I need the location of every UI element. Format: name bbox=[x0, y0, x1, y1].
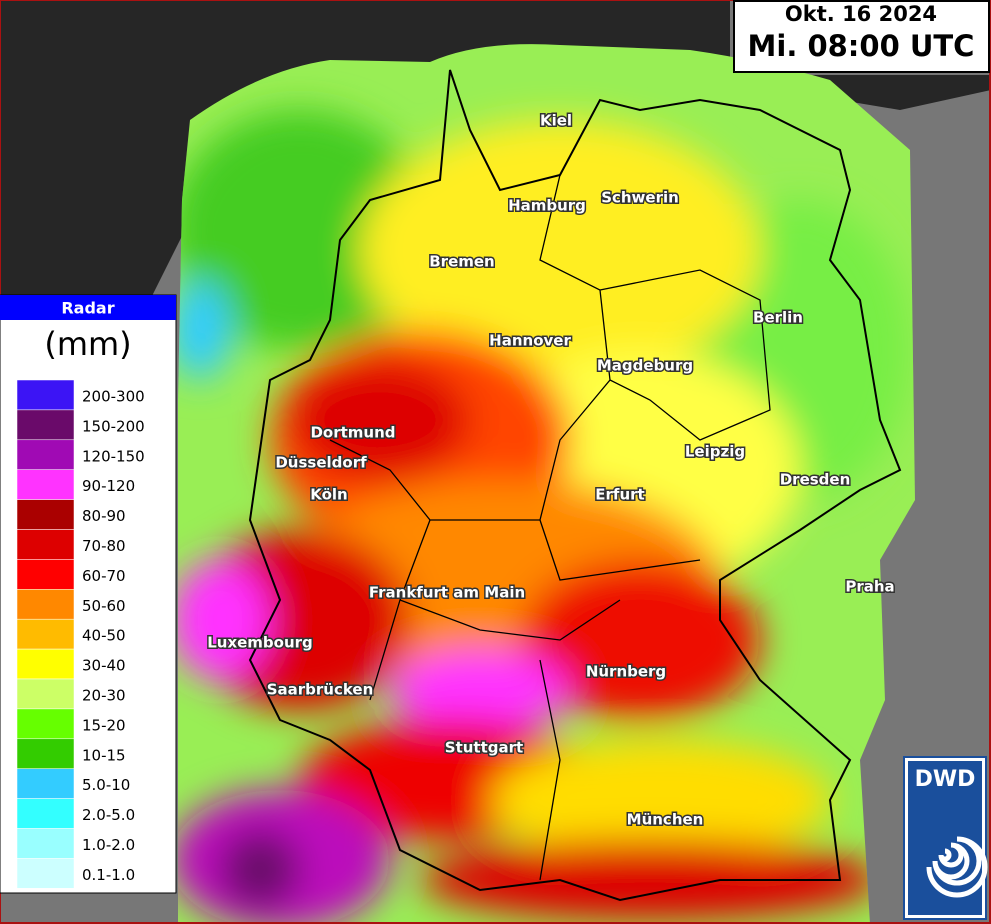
legend-swatch bbox=[16, 529, 75, 560]
legend-items: 200-300 150-200 120-150 90-120 80-90 70-80 60-… bbox=[16, 379, 145, 889]
legend-swatch bbox=[16, 469, 75, 500]
legend-swatch bbox=[16, 618, 75, 650]
legend-label: 120-150 bbox=[82, 447, 145, 465]
legend-label: 200-300 bbox=[82, 388, 145, 406]
city-label: Magdeburg bbox=[597, 357, 693, 375]
city-label: Hamburg bbox=[508, 197, 586, 215]
city-label: Bremen bbox=[429, 253, 495, 271]
legend-label: 60-70 bbox=[82, 567, 126, 585]
legend-swatch bbox=[16, 409, 75, 441]
logo-text: DWD bbox=[915, 767, 976, 792]
city-label: Stuttgart bbox=[445, 739, 523, 757]
city-label: Berlin bbox=[753, 309, 803, 327]
legend-label: 70-80 bbox=[82, 537, 126, 555]
city-label: Hannover bbox=[489, 332, 571, 350]
legend-swatch bbox=[16, 768, 75, 799]
legend-label: 10-15 bbox=[82, 746, 126, 764]
legend-swatch bbox=[16, 858, 75, 889]
legend-label: 1.0-2.0 bbox=[82, 836, 135, 854]
city-label: Nürnberg bbox=[586, 663, 666, 681]
city-label: Erfurt bbox=[595, 486, 644, 504]
timestamp-time: Mi. 08:00 UTC bbox=[748, 29, 975, 63]
legend-label: 40-50 bbox=[82, 627, 126, 645]
timestamp-date: Okt. 16 2024 bbox=[785, 2, 937, 26]
legend-swatch bbox=[16, 798, 75, 829]
legend-swatch bbox=[16, 589, 75, 620]
city-label: Luxembourg bbox=[207, 634, 313, 652]
city-labels: Kiel Hamburg Schwerin Bremen Hannover Berlin M… bbox=[206, 110, 896, 830]
legend-swatch bbox=[16, 708, 75, 740]
legend-label: 5.0-10 bbox=[82, 776, 130, 794]
legend-label: 50-60 bbox=[82, 597, 126, 615]
legend-swatch bbox=[16, 828, 75, 859]
legend-unit: (mm) bbox=[44, 325, 131, 363]
city-label: Düsseldorf bbox=[275, 454, 367, 472]
city-label: Frankfurt am Main bbox=[369, 584, 525, 602]
legend-swatch bbox=[16, 499, 75, 530]
legend-swatch bbox=[16, 738, 75, 769]
legend-label: 2.0-5.0 bbox=[82, 806, 135, 824]
city-label: Schwerin bbox=[601, 189, 679, 207]
dwd-logo: DWD bbox=[903, 756, 988, 920]
city-label: Dortmund bbox=[310, 424, 395, 442]
timestamp-box: Okt. 16 2024 Mi. 08:00 UTC bbox=[733, 0, 990, 73]
legend: Radar (mm) 200-300 150-200 120-150 90-120 80… bbox=[0, 294, 177, 894]
city-label: Kiel bbox=[540, 112, 572, 130]
legend-swatch bbox=[16, 379, 75, 411]
legend-label: 30-40 bbox=[82, 657, 126, 675]
legend-header bbox=[0, 295, 176, 320]
legend-swatch bbox=[16, 439, 75, 470]
legend-swatch bbox=[16, 559, 75, 590]
legend-title: Radar bbox=[61, 299, 114, 318]
city-label: Dresden bbox=[780, 471, 851, 489]
city-label: Leipzig bbox=[685, 443, 745, 461]
city-label: Köln bbox=[310, 486, 348, 504]
legend-label: 0.1-1.0 bbox=[82, 866, 135, 884]
legend-swatch bbox=[16, 648, 75, 680]
legend-label: 90-120 bbox=[82, 477, 135, 495]
logo-swirl bbox=[926, 836, 988, 898]
legend-label: 80-90 bbox=[82, 507, 126, 525]
timestamp-background bbox=[733, 0, 990, 73]
legend-label: 15-20 bbox=[82, 716, 126, 734]
state-borders bbox=[329, 174, 771, 881]
country-border bbox=[248, 69, 902, 902]
legend-label: 20-30 bbox=[82, 687, 126, 705]
city-label: Praha bbox=[845, 578, 894, 596]
legend-swatch bbox=[16, 678, 75, 710]
city-label: Saarbrücken bbox=[267, 681, 374, 699]
radar-precipitation bbox=[178, 44, 915, 924]
city-label: München bbox=[627, 811, 704, 829]
legend-label: 150-200 bbox=[82, 417, 145, 435]
